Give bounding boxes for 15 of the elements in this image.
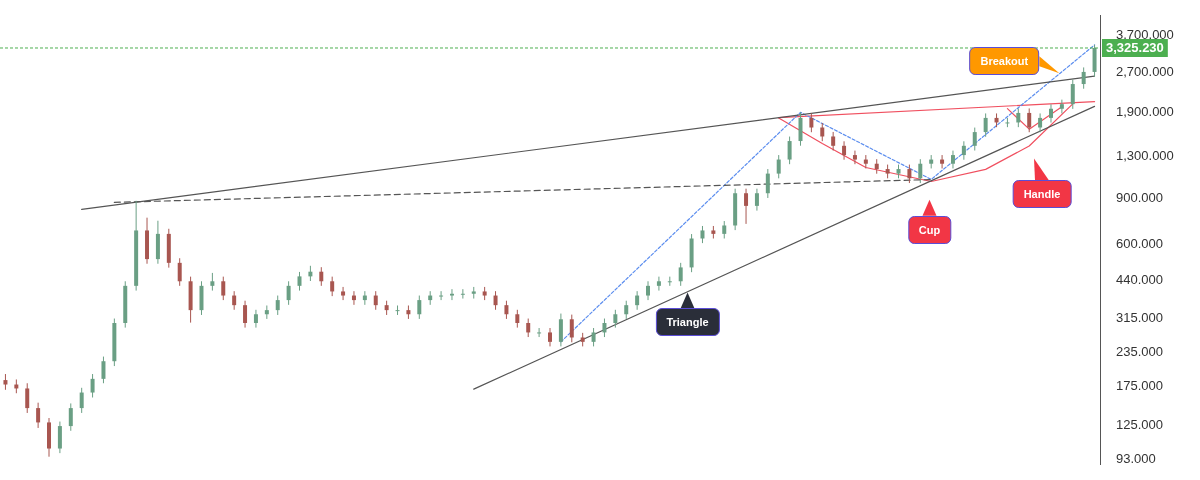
y-tick-label: 235.000: [1116, 344, 1163, 360]
y-tick-label: 440.000: [1116, 272, 1163, 288]
annotation: Handle: [1012, 180, 1072, 209]
y-tick-label: 2,700.000: [1116, 63, 1174, 79]
y-tick-label: 93.000: [1116, 450, 1156, 466]
annotation: Breakout: [969, 47, 1040, 76]
y-tick-label: 1,900.000: [1116, 103, 1174, 119]
y-tick-label: 315.000: [1116, 310, 1163, 326]
annotation: Triangle: [655, 308, 720, 337]
y-tick-label: 900.000: [1116, 189, 1163, 205]
y-tick-label: 125.000: [1116, 416, 1163, 432]
annotation: Cup: [907, 215, 952, 244]
y-tick-label: 175.000: [1116, 378, 1163, 394]
y-tick-label: 600.000: [1116, 236, 1163, 252]
y-tick-label: 1,300.000: [1116, 147, 1174, 163]
